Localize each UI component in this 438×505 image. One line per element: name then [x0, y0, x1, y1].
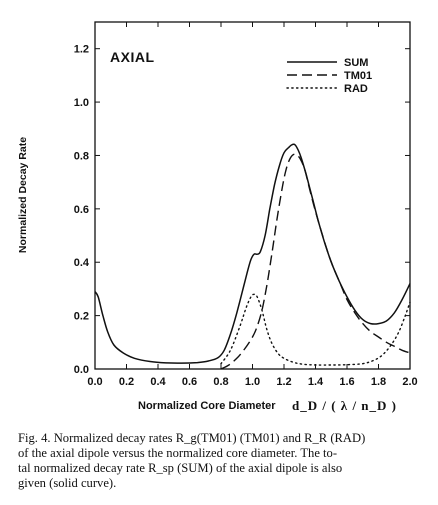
caption-line-4: given (solid curve).	[18, 476, 117, 490]
y-tick-label: 0.6	[74, 204, 89, 216]
x-tick-label: 0.2	[119, 376, 134, 388]
y-axis-label: Normalized Decay Rate	[17, 137, 29, 253]
y-tick-label: 0.2	[74, 311, 89, 323]
x-tick-label: 1.2	[276, 376, 291, 388]
series-line-tm01	[220, 153, 411, 370]
x-axis-unit: d_D / ( λ / n_D )	[292, 398, 398, 413]
y-tick-label: 1.2	[74, 44, 89, 56]
x-tick-label: 0.6	[182, 376, 197, 388]
series-layer	[94, 143, 411, 370]
caption-line-3: tal normalized decay rate R_sp (SUM) of …	[18, 461, 343, 475]
x-tick-label: 2.0	[402, 376, 417, 388]
y-tick-label: 0.8	[74, 150, 89, 162]
figure-caption: Fig. 4. Normalized decay rates R_g(TM01)…	[18, 431, 428, 491]
x-tick-label: 1.6	[339, 376, 354, 388]
legend-label-tm01: TM01	[344, 70, 372, 82]
legend: SUM TM01 RAD	[286, 57, 372, 95]
x-tick-label: 1.4	[308, 376, 324, 388]
series-line-sum	[94, 143, 411, 364]
series-line-rad	[220, 293, 411, 366]
caption-line-1: Fig. 4. Normalized decay rates R_g(TM01)…	[18, 431, 366, 445]
legend-label-rad: RAD	[344, 83, 368, 95]
y-tick-label: 0.4	[74, 257, 90, 269]
axis-ticks: 0.0 0.2 0.4 0.6 0.8 1.0 1.2 1.4 1.6 1.8 2.0 0.0 0.2 0…	[74, 22, 418, 388]
x-tick-label: 0.0	[87, 376, 102, 388]
panel-label: AXIAL	[110, 49, 155, 65]
y-tick-label: 0.0	[74, 364, 89, 376]
x-tick-label: 0.8	[213, 376, 228, 388]
x-tick-label: 1.8	[371, 376, 386, 388]
caption-line-2: of the axial dipole versus the normalize…	[18, 446, 338, 460]
x-tick-label: 0.4	[150, 376, 166, 388]
x-axis-label: Normalized Core Diameter	[138, 400, 276, 412]
x-tick-label: 1.0	[245, 376, 260, 388]
legend-label-sum: SUM	[344, 57, 368, 69]
y-tick-label: 1.0	[74, 97, 89, 109]
